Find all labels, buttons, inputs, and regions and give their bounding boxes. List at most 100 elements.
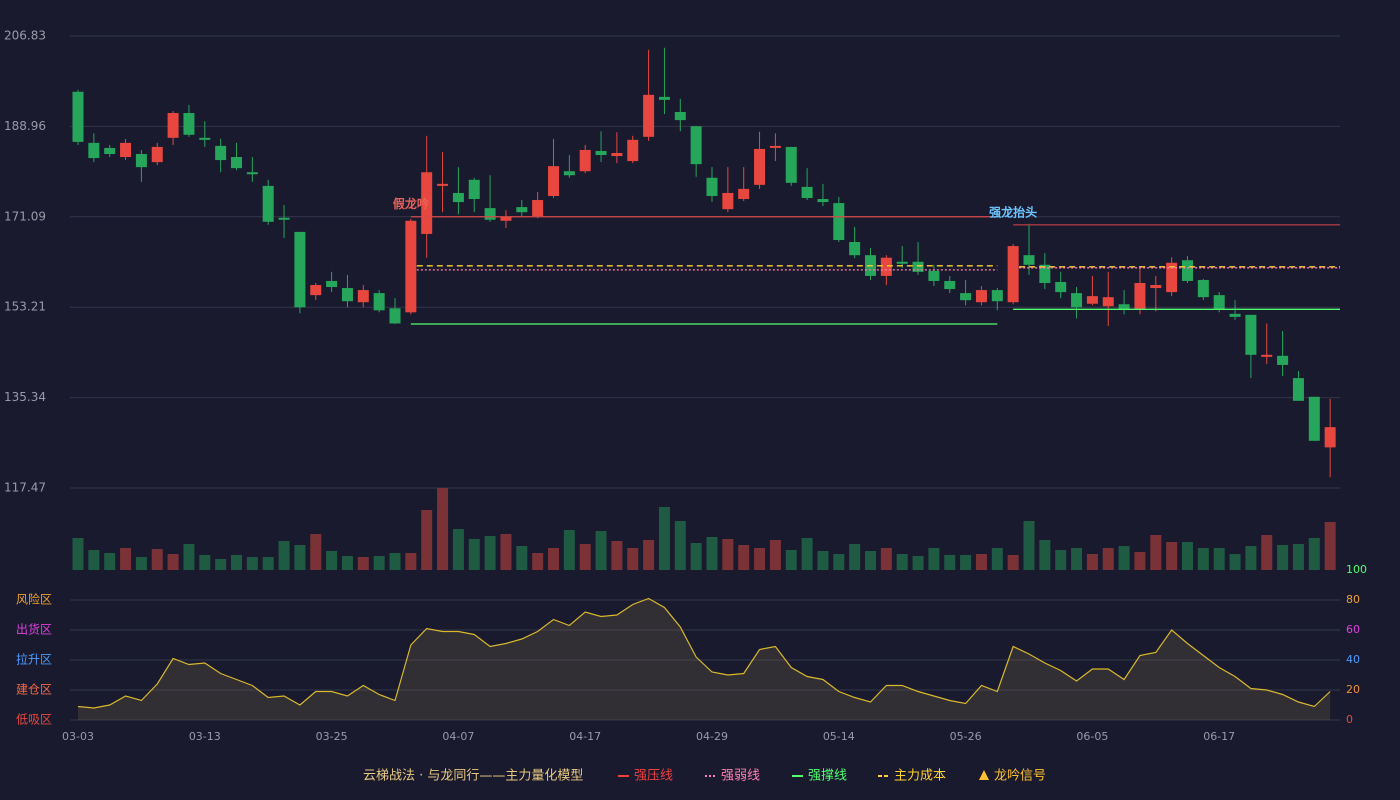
candle-body [896,261,908,264]
x-tick-label: 04-07 [442,730,474,743]
volume-bar [341,556,353,570]
y-tick-label: 188.96 [4,119,46,133]
volume-bar [658,507,670,570]
legend-title: 云梯战法 · 与龙同行——主力量化模型 [363,769,583,784]
y-tick-label: 20 [1346,683,1360,696]
volume-bar [865,551,876,570]
candle-body [500,216,512,221]
candle-body [1071,293,1083,308]
candle-body [389,308,401,324]
candle-body [643,94,655,137]
volume-bar [516,546,528,570]
candle-body [611,152,623,157]
candle-body [516,207,528,213]
volume-bar [1229,554,1241,570]
volume-bar [452,529,464,570]
candle-body [452,192,464,203]
volume-bar [421,510,433,570]
candle-body [944,280,956,290]
volume-bar [183,544,195,570]
volume-bar [231,555,242,570]
indicator-line [77,597,1331,709]
volume-bar [944,555,956,570]
volume-bar [135,557,147,570]
volume-bar [326,551,338,570]
volume-bar [167,554,179,570]
candle-body [1213,295,1225,310]
candle-body [135,154,147,168]
volume-bar [246,557,258,570]
candle-body [278,217,290,220]
volume-bar [928,548,940,570]
volume-bar [1055,550,1067,570]
candle-body [72,91,84,142]
volume-bar [563,530,575,570]
candle-body [1039,264,1051,283]
candle-body [817,199,829,203]
candles [72,47,1336,478]
volume-bar [1324,522,1336,570]
x-tick-label: 06-05 [1076,730,1108,743]
candle-body [627,139,639,162]
candle-body [357,290,369,303]
volume-bar [72,538,84,570]
candle-body [960,293,972,301]
candle-body [690,126,702,165]
signal-label: 假龙吟 [393,196,429,211]
legend-marker [979,770,989,780]
volume-bar [706,537,718,570]
candle-body [199,137,211,140]
candle-body [658,96,670,100]
candle-body [1182,260,1193,281]
candle-body [1292,378,1304,401]
y-tick-label: 153.21 [4,300,46,314]
volume-bar [817,551,829,570]
candle-body [595,150,607,156]
candle-body [563,171,575,176]
volume-bar [532,553,544,570]
axes: 117.47 135.34 153.21 171.09 188.96 206.83 0 20 4… [4,29,1367,744]
volume-bar [373,556,385,570]
volume-bar [991,548,1003,570]
volume-bar [1277,545,1289,570]
volume-bar [484,536,496,570]
candle-body [1007,246,1019,303]
x-tick-label: 05-26 [950,730,982,743]
y-tick-label: 171.09 [4,209,46,223]
candle-body [262,185,274,222]
candle-body [1324,427,1336,448]
candle-body [1245,314,1257,355]
candle-body [437,183,449,186]
volume-bar [278,541,290,570]
volume-bar [643,540,655,570]
volume-bar [1261,535,1273,570]
candle-body [1102,297,1114,307]
candle-body [975,290,987,303]
legend-label: 强弱线 [721,769,760,784]
candle-body [722,192,734,210]
volume-bar [690,543,702,570]
y-tick-label: 100 [1346,563,1367,576]
candle-body [1086,296,1098,304]
candle-body [183,113,195,135]
y-tick-label: 206.83 [4,29,46,43]
indicator-area [78,598,1331,720]
candle-body [548,166,559,196]
volume-bar [1182,542,1193,570]
candle-body [1150,285,1162,289]
legend-label: 龙吟信号 [994,768,1046,784]
volume-bar [548,548,559,570]
volume-bar [1071,548,1083,570]
volume-bar [849,544,861,570]
volume-bar [769,540,781,570]
zone-label: 建仓区 [16,683,52,697]
candle-body [579,149,591,172]
candle-body [880,257,892,276]
volume-bar [960,555,972,570]
volume-bar [627,548,639,570]
volume-bar [1197,548,1209,570]
volume-bar [754,548,766,570]
candle-body [421,172,433,234]
